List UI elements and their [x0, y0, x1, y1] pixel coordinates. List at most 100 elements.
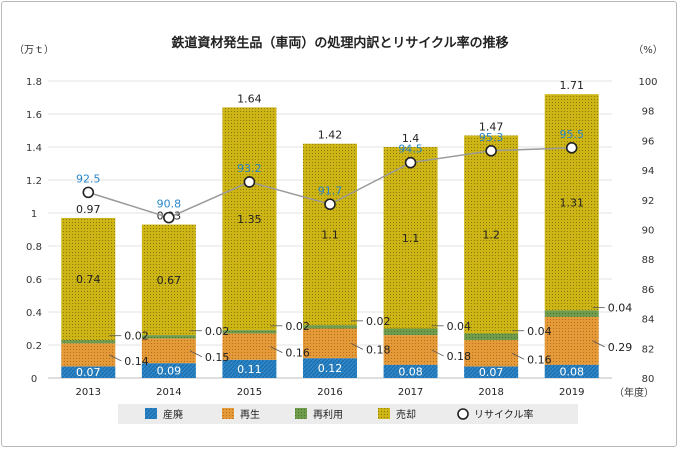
bar-segment-売却 — [303, 143, 357, 326]
left-tick-label: 0.2 — [26, 341, 42, 352]
leader-line — [109, 354, 122, 362]
bar-segment-産廃 — [303, 358, 357, 378]
data-label: 0.09 — [157, 365, 182, 378]
rate-marker — [485, 144, 497, 157]
bar-segment-売却 — [222, 107, 277, 331]
rate-label: 93.2 — [237, 162, 262, 175]
rate-marker — [404, 156, 417, 169]
data-label: 0.11 — [237, 363, 262, 376]
left-tick-label: 1.4 — [26, 143, 42, 154]
bar-segment-産廃 — [222, 359, 277, 378]
legend-label: 産廃 — [163, 408, 183, 421]
data-label: 0.12 — [318, 362, 343, 375]
bar-segment-再生 — [544, 316, 599, 365]
bar-segment-再生 — [303, 328, 357, 359]
legend-label: 売却 — [396, 408, 416, 421]
data-label: 0.02 — [366, 315, 391, 328]
right-tick-label: 88 — [642, 255, 655, 266]
bar-segment-産廃 — [544, 364, 599, 378]
rate-marker — [82, 186, 95, 199]
data-label: 0.02 — [124, 330, 148, 343]
leader-line — [511, 352, 525, 360]
bar-segment-売却 — [383, 147, 438, 329]
rate-label: 95.3 — [479, 131, 504, 144]
right-axis-unit: （%） — [633, 44, 663, 56]
legend-swatch — [378, 408, 390, 419]
bar-segment-売却 — [544, 94, 599, 311]
right-tick-label: 98 — [642, 107, 655, 118]
left-tick-label: 1.8 — [26, 77, 42, 88]
data-label: 0.16 — [527, 353, 552, 366]
legend-label: 再利用 — [313, 409, 343, 421]
right-tick-label: 82 — [642, 344, 655, 355]
data-label: 0.04 — [527, 325, 552, 338]
x-tick-label: 2014 — [156, 387, 181, 398]
chart-title: 鉄道資材発生品（車両）の処理内訳とリサイクル率の推移 — [171, 35, 508, 51]
bar-segment-再生 — [464, 340, 519, 367]
data-label: 0.02 — [205, 325, 230, 338]
left-tick-label: 0 — [31, 374, 37, 385]
bar-segment-再利用 — [141, 335, 196, 339]
rate-marker — [243, 176, 256, 188]
data-label: 0.16 — [285, 347, 310, 360]
x-tick-label: 2013 — [76, 387, 101, 398]
total-label: 1.4 — [402, 132, 420, 145]
data-label: 0.02 — [285, 320, 310, 333]
total-label: 0.97 — [76, 203, 101, 216]
data-label: 0.15 — [205, 351, 230, 364]
data-label: 0.04 — [447, 320, 472, 333]
bar-segment-再生 — [141, 338, 196, 364]
x-tick-label: 2018 — [478, 387, 503, 398]
rate-marker — [565, 142, 578, 154]
right-tick-label: 80 — [642, 374, 655, 385]
data-label: 1.35 — [237, 213, 262, 226]
bar-segment-売却 — [464, 135, 519, 334]
left-tick-label: 0.6 — [26, 275, 42, 286]
bar-segment-産廃 — [61, 366, 116, 378]
rate-label: 92.5 — [76, 172, 101, 185]
left-tick-label: 1.6 — [26, 110, 42, 121]
total-label: 1.47 — [479, 120, 504, 133]
leader-line — [431, 349, 444, 357]
right-tick-label: 86 — [642, 285, 655, 296]
rate-label: 94.5 — [398, 143, 423, 156]
bar-segment-再利用 — [464, 333, 519, 341]
rate-label: 90.8 — [157, 198, 182, 211]
bar-segment-再利用 — [383, 328, 438, 336]
leader-line — [270, 346, 283, 354]
left-axis: 0 0.2 0.4 0.6 0.8 1 1.2 1.4 1.6 1.8 — [26, 77, 42, 385]
rate-marker — [163, 211, 175, 224]
bar-segment-再生 — [222, 333, 277, 360]
bar-segment-産廃 — [141, 363, 196, 378]
left-tick-label: 1.2 — [26, 176, 42, 187]
data-label: 0.14 — [124, 355, 148, 368]
right-tick-label: 94 — [642, 166, 655, 177]
bar-segment-売却 — [61, 217, 116, 341]
data-label: 1.2 — [482, 228, 500, 241]
legend-swatch — [145, 408, 157, 419]
data-label: 1.31 — [559, 196, 584, 209]
bars — [61, 94, 599, 378]
rate-marker — [324, 198, 336, 211]
data-label: 0.07 — [479, 366, 504, 379]
bar-segment-再利用 — [303, 325, 357, 329]
bar-segment-再生 — [61, 343, 116, 367]
bar-labels: 0.070.140.020.740.970.090.150.020.670.93… — [76, 79, 632, 379]
legend-label: 再生 — [240, 408, 260, 421]
left-tick-label: 0.8 — [26, 242, 42, 253]
bar-segment-売却 — [141, 224, 196, 336]
right-tick-label: 96 — [642, 136, 655, 147]
bar-segment-産廃 — [464, 366, 519, 378]
leader-line — [350, 342, 364, 350]
bar-segment-再利用 — [544, 310, 599, 317]
data-label: 0.67 — [157, 274, 182, 287]
legend-swatch — [295, 408, 307, 419]
data-label: 1.1 — [402, 232, 420, 245]
legend-swatch — [222, 408, 234, 419]
x-axis: 2013 2014 2015 2016 2017 2018 2019 — [76, 387, 585, 398]
legend: 産廃 再生 再利用 売却 リサイクル率 — [118, 404, 578, 424]
rate-label: 91.7 — [318, 184, 343, 197]
left-tick-label: 1 — [31, 209, 37, 220]
